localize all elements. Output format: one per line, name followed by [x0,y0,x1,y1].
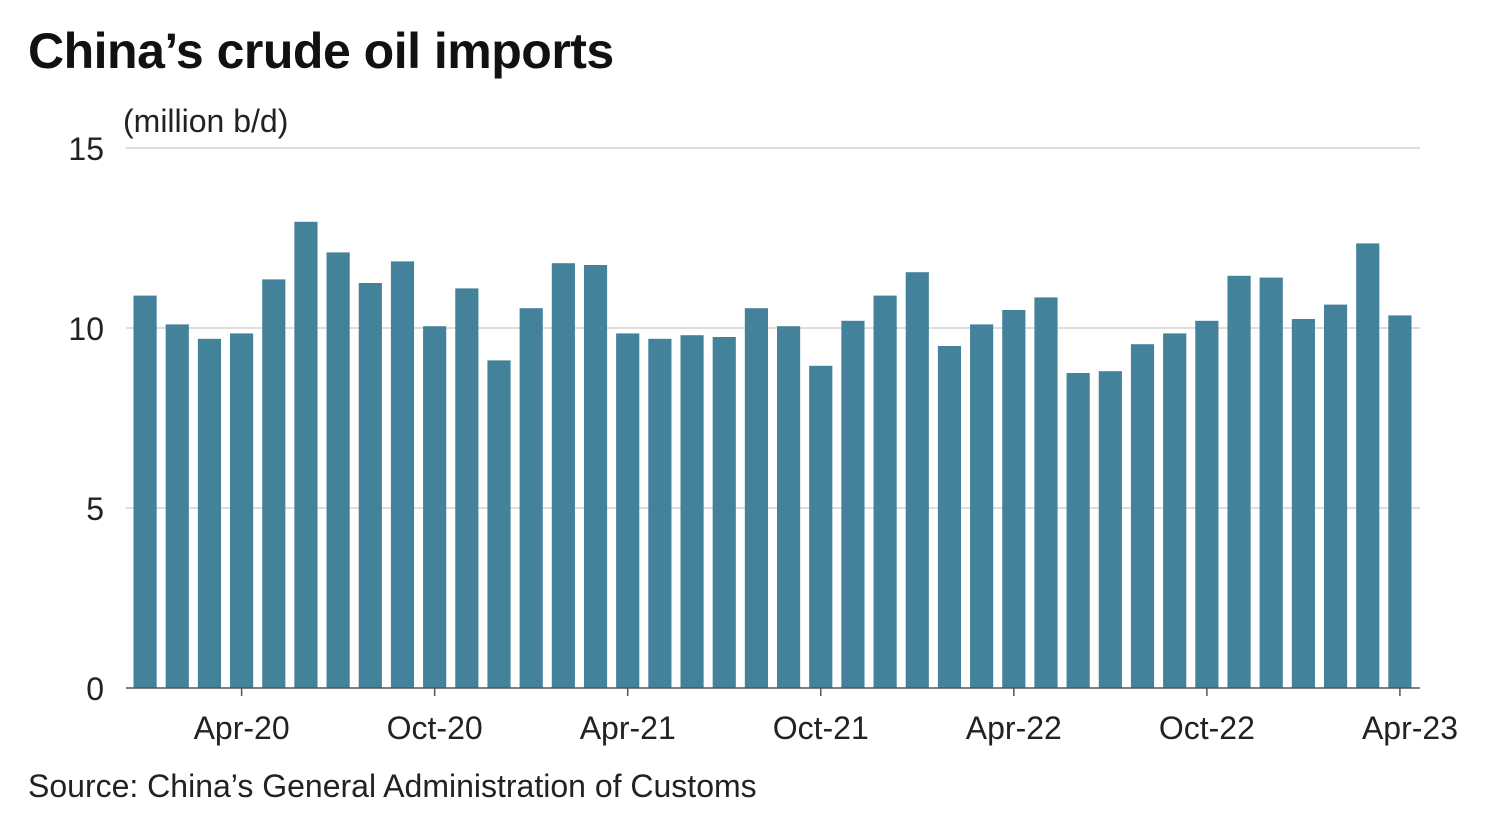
chart-title: China’s crude oil imports [28,23,614,79]
x-tick-label: Oct-22 [1159,710,1255,746]
bar-Sep-22 [1163,333,1187,688]
axes: 0 5 10 15 Apr-20 Oct-20 Apr-21 Oct-21 Apr-22 Oct-… [68,131,1458,746]
bar-May-20 [262,279,286,688]
x-tick-label: Oct-20 [387,710,483,746]
bar-Jun-21 [680,335,704,688]
bars [133,221,1412,689]
bar-Mar-21 [583,265,608,688]
bar-Jan-21 [519,308,543,688]
bar-Oct-20 [423,326,447,688]
bar-Nov-20 [455,288,479,688]
y-tick-label: 5 [86,491,104,527]
bar-Jun-22 [1066,373,1090,688]
x-tick-label: Apr-22 [966,710,1062,746]
y-tick-label: 10 [68,311,104,347]
bar-Jun-20 [294,221,318,689]
bar-Apr-21 [616,333,640,688]
bar-Feb-21 [551,263,575,688]
x-tick-label: Apr-23 [1362,710,1458,746]
bar-Oct-21 [809,365,833,688]
bar-Feb-22 [937,346,962,688]
bar-Nov-21 [841,320,865,688]
bar-Nov-22 [1227,275,1251,688]
bar-Dec-22 [1259,277,1283,688]
y-tick-label: 0 [86,671,104,707]
bar-Jul-20 [326,252,350,688]
bar-Dec-20 [487,360,511,688]
x-tick-label: Apr-20 [194,710,290,746]
bar-Jan-20 [133,295,157,688]
x-tick-label: Oct-21 [773,710,869,746]
bar-Apr-23 [1388,315,1412,688]
bar-Feb-23 [1323,304,1348,688]
bar-May-21 [648,338,672,688]
bar-Dec-21 [873,295,897,688]
bar-May-22 [1034,297,1058,688]
source-note: Source: China’s General Administration o… [28,768,757,804]
bar-Oct-22 [1195,320,1219,688]
gridlines [126,147,1420,509]
bar-Feb-20 [165,324,189,688]
bar-Jul-21 [712,337,736,688]
bar-Mar-20 [197,338,222,688]
bar-Mar-23 [1356,243,1380,688]
bar-Sep-20 [390,261,415,688]
y-tick-label: 15 [68,131,104,167]
bar-Jan-23 [1291,319,1315,688]
bar-Jan-22 [905,272,929,688]
bar-Aug-21 [744,308,768,688]
bar-Sep-21 [777,326,801,688]
bar-Apr-22 [1002,310,1026,688]
bar-Apr-20 [230,333,254,688]
bar-Aug-22 [1130,344,1155,688]
x-tick-label: Apr-21 [580,710,676,746]
bar-Mar-22 [970,324,994,688]
bar-Aug-20 [358,283,382,688]
y-axis-label: (million b/d) [123,103,288,139]
bar-Jul-22 [1098,371,1122,688]
